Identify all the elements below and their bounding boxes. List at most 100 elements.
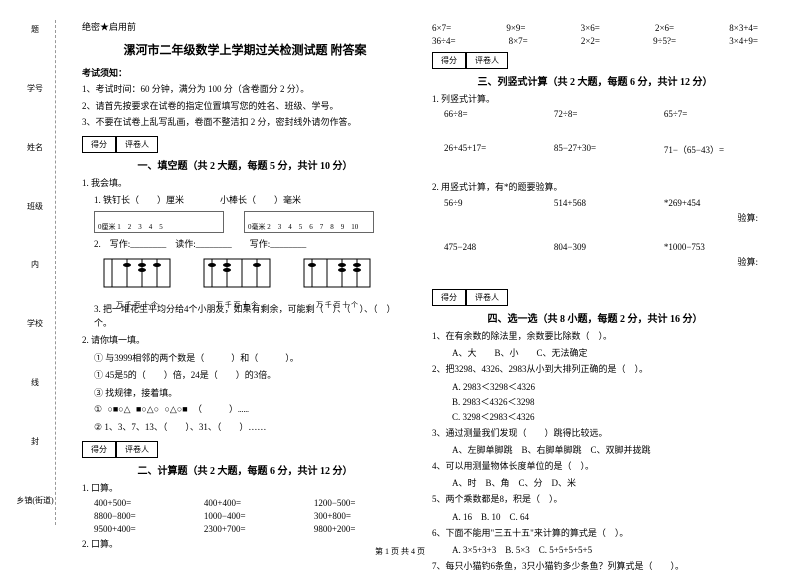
ruler-row: 0厘米 1 2 3 4 5 0毫米 2 3 4 5 6 7 8 9 10 bbox=[82, 211, 408, 233]
section-1-title: 一、填空题（共 2 大题，每题 5 分，共计 10 分） bbox=[82, 157, 408, 172]
q2: 2. 请你填一填。 bbox=[82, 333, 408, 347]
pattern-2: ② 1、3、7、13、（ ）、31、（ ）…… bbox=[82, 420, 408, 434]
abacus-2: 万 千 百 十 个 bbox=[202, 256, 272, 298]
s4-q4: 4、可以用测量物体长度单位的是（ ）。 bbox=[432, 459, 758, 473]
s2b-row-2: 36÷4= 8×7= 2×2= 9÷5?= 3×4+9= bbox=[432, 36, 758, 46]
margin-school: 学校 bbox=[27, 318, 43, 329]
reviewer-cell-3: 评卷人 bbox=[466, 52, 508, 69]
margin-name: 姓名 bbox=[27, 142, 43, 153]
s3-1-2: 72÷8= bbox=[554, 109, 648, 119]
calc-3-1: 9500+400= bbox=[94, 524, 188, 534]
calc-1-3: 1200−500= bbox=[314, 498, 408, 508]
left-column: 绝密★启用前 漯河市二年级数学上学期过关检测试题 附答案 考试须知： 1、考试时… bbox=[70, 20, 420, 530]
score-box-1: 得分 评卷人 bbox=[82, 136, 408, 153]
s3b-2-3: *1000−753 bbox=[664, 242, 758, 252]
s2b-2-3: 2×2= bbox=[581, 36, 600, 46]
s3b-row-1v: 验算: bbox=[432, 211, 758, 224]
s3b-2-2: 804−309 bbox=[554, 242, 648, 252]
seal-line bbox=[55, 20, 56, 525]
s2b-1-1: 6×7= bbox=[432, 23, 451, 33]
page-container: 绝密★启用前 漯河市二年级数学上学期过关检测试题 附答案 考试须知： 1、考试时… bbox=[0, 0, 800, 530]
verify-1: 验算: bbox=[664, 211, 758, 224]
s3-2-2: 85−27+30= bbox=[554, 143, 648, 156]
verify-2: 验算: bbox=[664, 255, 758, 268]
section-4-title: 四、选一选（共 8 小题，每题 2 分，共计 16 分） bbox=[432, 310, 758, 325]
s3-row-1: 66÷8= 72÷8= 65÷7= bbox=[432, 109, 758, 119]
s3-2-3: 71−（65−43）= bbox=[664, 143, 758, 156]
abacus-1: 万 千 百 十 个 bbox=[102, 256, 172, 298]
s2b-2-2: 8×7= bbox=[509, 36, 528, 46]
ruler-cm: 0厘米 1 2 3 4 5 bbox=[94, 211, 224, 233]
s4-q6: 6、下面不能用"三五十五"来计算的算式是（ ）。 bbox=[432, 526, 758, 540]
s2b-row-1: 6×7= 9×9= 3×6= 2×6= 8×3+4= bbox=[432, 23, 758, 33]
s4-q4-opts: A、时 B、角 C、分 D、米 bbox=[432, 476, 758, 489]
s3-1-1: 66÷8= bbox=[444, 109, 538, 119]
page-footer: 第 1 页 共 4 页 bbox=[0, 546, 800, 557]
s4-q3: 3、通过测量我们发现（ ）跳得比较远。 bbox=[432, 426, 758, 440]
s2b-1-4: 2×6= bbox=[655, 23, 674, 33]
abacus-3-labels: 万 千 百 十 个 bbox=[302, 300, 372, 310]
score-cell-2: 得分 bbox=[82, 441, 116, 458]
s3b-row-2: 475−248 804−309 *1000−753 bbox=[432, 242, 758, 252]
score-box-4: 得分 评卷人 bbox=[432, 289, 758, 306]
seal-label-1: 内 bbox=[31, 259, 39, 270]
s3-q1: 1. 列竖式计算。 bbox=[432, 92, 758, 106]
margin-id: 学号 bbox=[27, 83, 43, 94]
score-cell-3: 得分 bbox=[432, 52, 466, 69]
score-cell-4: 得分 bbox=[432, 289, 466, 306]
calc-2-2: 1000−400= bbox=[204, 511, 298, 521]
notice-1: 1、考试时间：60 分钟，满分为 100 分（含卷面分 2 分）。 bbox=[82, 83, 408, 97]
confidential-label: 绝密★启用前 bbox=[82, 20, 408, 33]
ruler-mm-marks: 0毫米 2 3 4 5 6 7 8 9 10 bbox=[248, 222, 370, 232]
q1-2: 2. 写作:________ 读作:________ 写作:________ bbox=[82, 237, 408, 251]
s2b-1-5: 8×3+4= bbox=[729, 23, 758, 33]
s4-q1: 1、在有余数的除法里，余数要比除数（ ）。 bbox=[432, 329, 758, 343]
margin-class: 班级 bbox=[27, 201, 43, 212]
exam-title: 漯河市二年级数学上学期过关检测试题 附答案 bbox=[82, 41, 408, 58]
s3-2-1: 26+45+17= bbox=[444, 143, 538, 156]
s3-row-2: 26+45+17= 85−27+30= 71−（65−43）= bbox=[432, 143, 758, 156]
calc-1-1: 400+500= bbox=[94, 498, 188, 508]
q2-3: ③ 找规律，接着填。 bbox=[82, 386, 408, 400]
calc-row-3: 9500+400= 2300+700= 9800+200= bbox=[82, 524, 408, 534]
s3-q2: 2. 用竖式计算，有*的题要验算。 bbox=[432, 180, 758, 194]
abacus-3: 万 千 百 十 个 bbox=[302, 256, 372, 298]
reviewer-cell-2: 评卷人 bbox=[116, 441, 158, 458]
s3b-1-1: 56÷9 bbox=[444, 198, 538, 208]
pattern-1: ① ○■○△ ■○△○ ○△○■ （ ）…… bbox=[82, 403, 408, 417]
q2-2: ① 45是5的（ ）倍，24是（ ）的3倍。 bbox=[82, 368, 408, 382]
q1-1: 1. 铁钉长（ ）厘米 小棒长（ ）毫米 bbox=[82, 193, 408, 207]
notice-3: 3、不要在试卷上乱写乱画，卷面不整洁扣 2 分，密封线外请勿作答。 bbox=[82, 116, 408, 130]
calc-3-3: 9800+200= bbox=[314, 524, 408, 534]
seal-label-3: 封 bbox=[31, 436, 39, 447]
calc-row-1: 400+500= 400+400= 1200−500= bbox=[82, 498, 408, 508]
reviewer-cell: 评卷人 bbox=[116, 136, 158, 153]
s4-q2: 2、把3298、4326、2983从小到大排列正确的是（ ）。 bbox=[432, 362, 758, 376]
score-box-2: 得分 评卷人 bbox=[82, 441, 408, 458]
s3b-1-2: 514+568 bbox=[554, 198, 648, 208]
calc-2-3: 300+800= bbox=[314, 511, 408, 521]
s4-q2-a: A. 2983＜3298＜4326 bbox=[432, 380, 758, 393]
s3b-2-1: 475−248 bbox=[444, 242, 538, 252]
s4-q3-opts: A、左脚单脚跳 B、右脚单脚跳 C、双脚并拢跳 bbox=[432, 443, 758, 456]
calc-row-2: 8800−800= 1000−400= 300+800= bbox=[82, 511, 408, 521]
calc-1-2: 400+400= bbox=[204, 498, 298, 508]
s4-q2-b: B. 2983＜4326＜3298 bbox=[432, 395, 758, 408]
score-cell: 得分 bbox=[82, 136, 116, 153]
calc-2-1: 8800−800= bbox=[94, 511, 188, 521]
s4-q2-c: C. 3298＜2983＜4326 bbox=[432, 410, 758, 423]
s3-1-3: 65÷7= bbox=[664, 109, 758, 119]
score-box-3: 得分 评卷人 bbox=[432, 52, 758, 69]
s3b-1-3: *269+454 bbox=[664, 198, 758, 208]
section-3-title: 三、列竖式计算（共 2 大题，每题 6 分，共计 12 分） bbox=[432, 73, 758, 88]
s4-q1-opts: A、大 B、小 C、无法确定 bbox=[432, 346, 758, 359]
binding-margin: 题 学号 姓名 班级 内 学校 线 封 乡镇(街道) bbox=[10, 0, 60, 530]
s2b-2-4: 9÷5?= bbox=[653, 36, 676, 46]
ruler-cm-marks: 0厘米 1 2 3 4 5 bbox=[98, 222, 220, 232]
s4-q7: 7、每只小猫钓6条鱼，3只小猫钓多少条鱼？列算式是（ ）。 bbox=[432, 559, 758, 573]
s2b-1-2: 9×9= bbox=[506, 23, 525, 33]
abacus-1-labels: 万 千 百 十 个 bbox=[102, 300, 172, 310]
notice-2: 2、请首先按要求在试卷的指定位置填写您的姓名、班级、学号。 bbox=[82, 100, 408, 114]
s2b-2-1: 36÷4= bbox=[432, 36, 456, 46]
s2b-2-5: 3×4+9= bbox=[729, 36, 758, 46]
